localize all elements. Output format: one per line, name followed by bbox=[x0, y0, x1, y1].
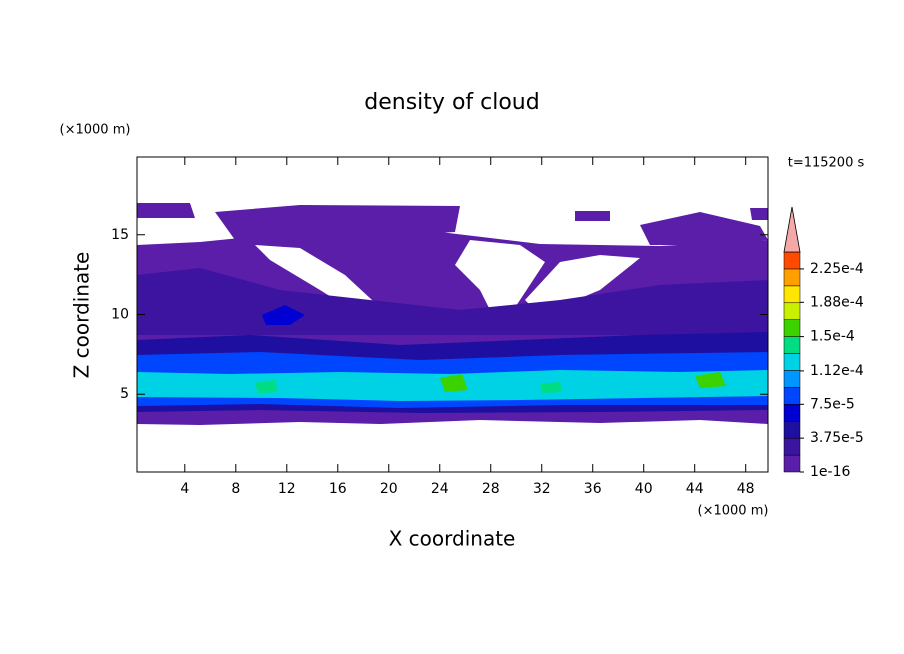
colorbar-tick-label: 1e-16 bbox=[810, 464, 850, 480]
colorbar-band bbox=[783, 420, 801, 439]
x-tick-label: 40 bbox=[635, 481, 653, 497]
y-tick-label: 15 bbox=[111, 227, 129, 243]
x-tick-label: 28 bbox=[482, 481, 500, 497]
colorbar-extend bbox=[783, 206, 801, 253]
colorbar-band bbox=[783, 319, 801, 337]
x-tick-label: 24 bbox=[431, 481, 449, 497]
colorbar-tick-label: 3.75e-5 bbox=[810, 430, 864, 446]
y-axis-label: Z coordinate bbox=[70, 252, 94, 379]
colorbar-band bbox=[783, 370, 801, 388]
x-tick-label: 32 bbox=[533, 481, 551, 497]
colorbar-band bbox=[783, 302, 801, 320]
y-tick-label: 5 bbox=[120, 386, 129, 402]
x-tick-label: 8 bbox=[231, 481, 240, 497]
x-tick-label: 12 bbox=[278, 481, 296, 497]
x-tick-label: 48 bbox=[737, 481, 755, 497]
colorbar-band bbox=[783, 285, 801, 304]
colorbar-band bbox=[783, 454, 801, 473]
colorbar-band bbox=[783, 387, 801, 405]
colorbar-tick-label: 1.88e-4 bbox=[810, 294, 864, 310]
x-unit: (×1000 m) bbox=[698, 504, 769, 519]
colorbar-band bbox=[783, 251, 801, 270]
colorbar-band bbox=[783, 268, 801, 287]
chart-title: density of cloud bbox=[364, 90, 539, 115]
colorbar-tick-label: 1.5e-4 bbox=[810, 329, 855, 345]
x-axis-label: X coordinate bbox=[389, 527, 516, 551]
colorbar-band bbox=[783, 336, 801, 354]
colorbar-tick-label: 7.5e-5 bbox=[810, 396, 855, 412]
contour-field bbox=[137, 203, 768, 425]
colorbar-band bbox=[783, 404, 801, 422]
y-tick-label: 10 bbox=[111, 307, 129, 323]
colorbar-tick-label: 2.25e-4 bbox=[810, 261, 864, 277]
x-tick-label: 4 bbox=[180, 481, 189, 497]
x-tick-label: 20 bbox=[380, 481, 398, 497]
x-tick-label: 16 bbox=[329, 481, 347, 497]
colorbar-band bbox=[783, 353, 801, 371]
y-unit: (×1000 m) bbox=[60, 123, 131, 138]
x-tick-label: 36 bbox=[584, 481, 602, 497]
annotation: t=115200 s bbox=[788, 156, 865, 171]
colorbar-band bbox=[783, 437, 801, 456]
x-tick-label: 44 bbox=[686, 481, 704, 497]
colorbar-tick-label: 1.12e-4 bbox=[810, 363, 864, 379]
